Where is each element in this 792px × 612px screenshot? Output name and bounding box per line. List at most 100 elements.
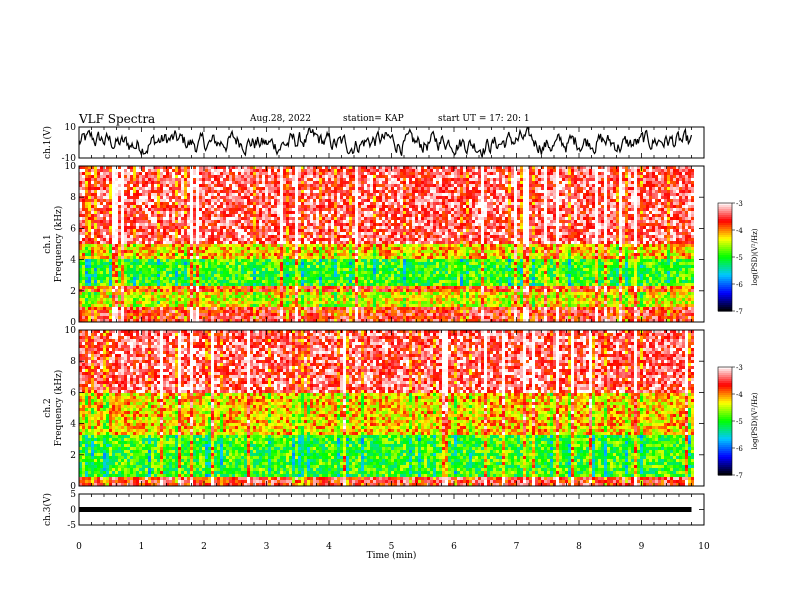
ch1-spectrogram-cell xyxy=(166,247,169,250)
ch1-spectrogram-cell xyxy=(94,313,97,316)
ch1-spectrogram-cell xyxy=(121,265,124,268)
ch1-spectrogram-cell xyxy=(130,295,133,298)
ch1-spectrogram-cell xyxy=(169,244,172,247)
ch1-spectrogram-cell xyxy=(103,295,106,298)
ch1-spectrogram-cell xyxy=(172,235,175,238)
ch1-spectrogram-cell xyxy=(151,271,154,274)
ch1-spectrogram-cell xyxy=(130,205,133,208)
ch1-spectrogram-cell xyxy=(127,226,130,229)
ch1-spectrogram-cell xyxy=(142,271,145,274)
ch1-spectrogram-cell xyxy=(115,247,118,250)
ch1-spectrogram-cell xyxy=(97,226,100,229)
ch1-spectrogram-cell xyxy=(127,298,130,301)
ch1-spectrogram-cell xyxy=(103,184,106,187)
ch1-spectrogram-cell xyxy=(142,229,145,232)
ch1-spectrogram-cell xyxy=(184,280,187,283)
ch1-waveform-trace xyxy=(79,128,692,157)
ch1-spectrogram-cell xyxy=(154,310,157,313)
ch1-spectrogram-cell xyxy=(163,229,166,232)
ch1-spectrogram-cell xyxy=(163,238,166,241)
ch1-spectrogram-cell xyxy=(163,172,166,175)
ch1-spectrogram-cell xyxy=(109,283,112,286)
ch1-spectrogram-cell xyxy=(82,244,85,247)
ch1-spectrogram-cell xyxy=(97,259,100,262)
ch1-spectrogram-cell xyxy=(82,280,85,283)
ch1-spectrogram-cell xyxy=(97,202,100,205)
ch1-spectrogram-cell xyxy=(94,259,97,262)
ch1-spectrogram-cell xyxy=(154,196,157,199)
ch1-spectrogram-cell xyxy=(133,208,136,211)
ch1-spectrogram-cell xyxy=(100,298,103,301)
ch1-spectrogram-cell xyxy=(85,259,88,262)
ch1-spectrogram-cell xyxy=(94,175,97,178)
ch1-spectrogram-cell xyxy=(181,205,184,208)
ch1-spectrogram-cell xyxy=(151,226,154,229)
ch1-spectrogram-cell xyxy=(169,277,172,280)
ch1-spectrogram-cell xyxy=(112,202,115,205)
ch1-spectrogram-cell xyxy=(112,217,115,220)
ch1-spectrogram-cell xyxy=(190,235,193,238)
ch1-spectrogram-cell xyxy=(169,247,172,250)
ch1-spectrogram-cell xyxy=(187,286,190,289)
ch1-spectrogram-cell xyxy=(160,232,163,235)
ch1-spectrogram-cell xyxy=(124,169,127,172)
ch1-spectrogram-cell xyxy=(115,232,118,235)
ch1-spectrogram-cell xyxy=(91,184,94,187)
ch1-spectrogram-cell xyxy=(154,247,157,250)
ch1-spectrogram-cell xyxy=(157,271,160,274)
ch1-spectrogram-cell xyxy=(121,268,124,271)
ch1-spectrogram-cell xyxy=(124,268,127,271)
ch1-spectrogram-cell xyxy=(88,298,91,301)
ch1-spectrogram-cell xyxy=(103,244,106,247)
ch1-spectrogram-cell xyxy=(181,274,184,277)
ch1-spectrogram-cell xyxy=(136,193,139,196)
ch1-spectrogram-cell xyxy=(88,190,91,193)
ch1-spectrogram-cell xyxy=(178,283,181,286)
ch1-spectrogram-cell xyxy=(187,190,190,193)
ch1-spectrogram-cell xyxy=(184,286,187,289)
ch1-spectrogram-cell xyxy=(148,265,151,268)
ch1-spectrogram-cell xyxy=(115,172,118,175)
ch1-spectrogram-cell xyxy=(166,220,169,223)
ch1-spectrogram-cell xyxy=(139,277,142,280)
ch1-spectrogram-cell xyxy=(190,253,193,256)
ch1-spectrogram-cell xyxy=(85,205,88,208)
ch1-spectrogram-cell xyxy=(190,181,193,184)
ch1-spectrogram-cell xyxy=(187,262,190,265)
ch1-spectrogram-cell xyxy=(121,292,124,295)
ch1-spectrogram-cell xyxy=(88,205,91,208)
ch1-spectrogram-cell xyxy=(145,274,148,277)
ch1-spectrogram-cell xyxy=(136,280,139,283)
ch1-spectrogram-cell xyxy=(148,268,151,271)
ch1-spectrogram-cell xyxy=(145,307,148,310)
ch1-spectrogram-cell xyxy=(166,286,169,289)
ch1-spectrogram-cell xyxy=(136,304,139,307)
ch1-spectrogram-cell xyxy=(172,271,175,274)
ch1-spectrogram-cell xyxy=(160,175,163,178)
ch1-spectrogram-cell xyxy=(145,313,148,316)
ch1-spectrogram-cell xyxy=(127,286,130,289)
ch1-spectrogram-cell xyxy=(109,265,112,268)
ch1-spectrogram-cell xyxy=(115,223,118,226)
ch1-spectrogram-cell xyxy=(145,247,148,250)
ch1-spectrogram-cell xyxy=(142,178,145,181)
ch1-spectrogram-cell xyxy=(133,226,136,229)
ch1-spectrogram-cell xyxy=(139,223,142,226)
ch1-spectrogram-cell xyxy=(136,259,139,262)
ch1-spectrogram-cell xyxy=(151,205,154,208)
ch1-spectrogram-cell xyxy=(169,250,172,253)
ch1-spectrogram-cell xyxy=(112,307,115,310)
ch1-spectrogram-cell xyxy=(166,196,169,199)
ch1-spectrogram-cell xyxy=(115,235,118,238)
ch1-spectrogram-cell xyxy=(94,190,97,193)
ch1-spectrogram-cell xyxy=(91,211,94,214)
ch1-spectrogram-cell xyxy=(82,187,85,190)
ch1-spectrogram-cell xyxy=(121,316,124,319)
ch1-spectrogram-cell xyxy=(88,193,91,196)
ch1-spectrogram-cell xyxy=(154,187,157,190)
ch1-spectrogram-cell xyxy=(154,190,157,193)
ch1-spectrogram-cell xyxy=(166,205,169,208)
ch1-spectrogram-cell xyxy=(169,220,172,223)
ch1-spectrogram-cell xyxy=(115,292,118,295)
ch1-spectrogram-cell xyxy=(127,289,130,292)
